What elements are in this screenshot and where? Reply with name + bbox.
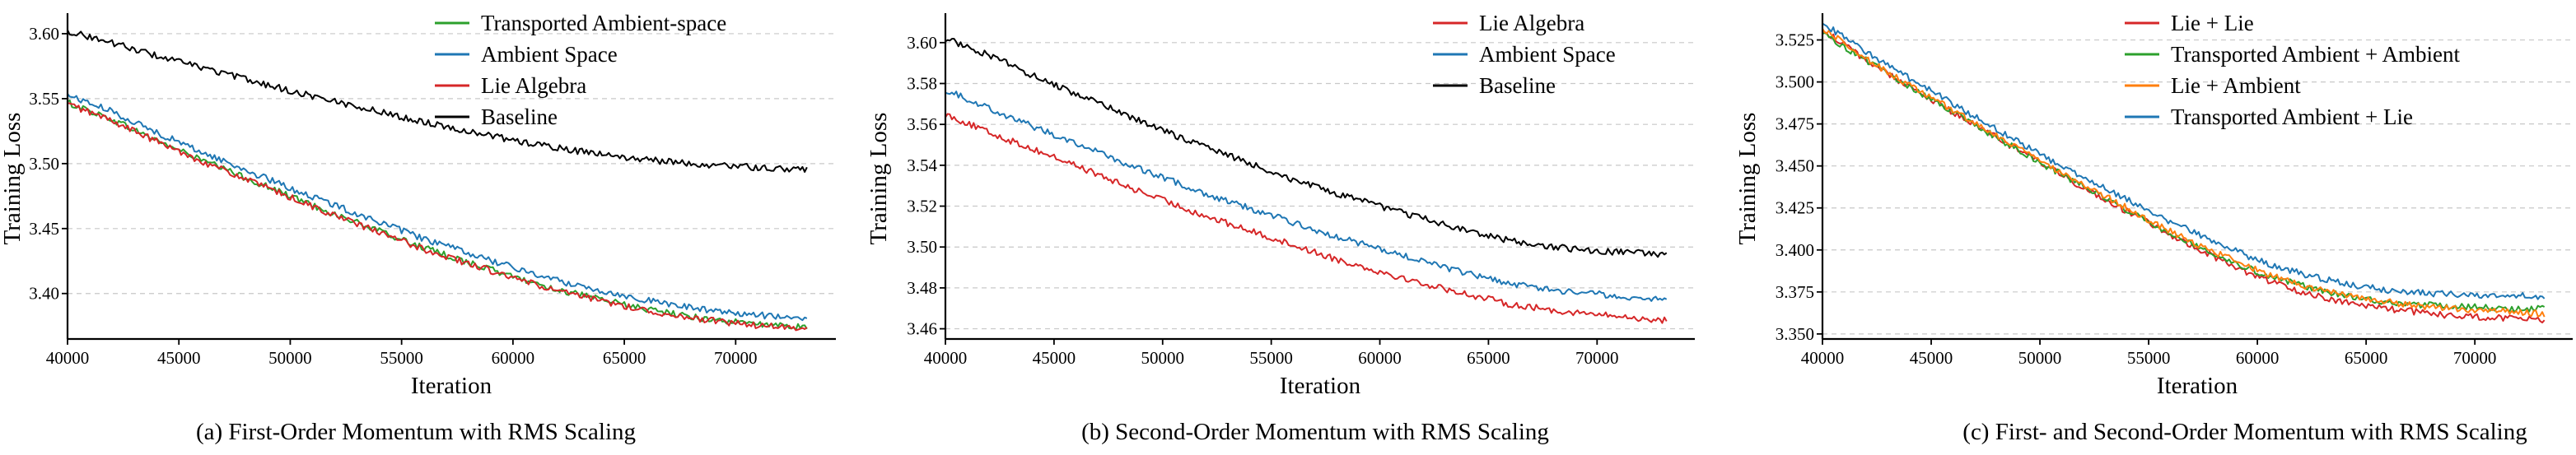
y-axis-label: Training Loss xyxy=(1734,113,1761,245)
series-lines xyxy=(945,38,1668,324)
y-tick-label: 3.58 xyxy=(907,73,937,93)
y-tick-label: 3.55 xyxy=(29,89,59,109)
legend-label: Lie + Ambient xyxy=(2171,73,2301,98)
y-tick-label: 3.60 xyxy=(907,33,937,53)
x-tick-label: 50000 xyxy=(268,348,312,368)
y-tick-label: 3.475 xyxy=(1776,114,1814,134)
y-tick-label: 3.56 xyxy=(907,114,937,134)
gridlines xyxy=(68,33,836,295)
legend-label: Lie Algebra xyxy=(1479,11,1584,35)
series-line-2 xyxy=(945,91,1668,302)
series-line-3 xyxy=(1822,28,2546,318)
axes xyxy=(1817,13,2573,345)
y-tick-label: 3.60 xyxy=(29,24,59,44)
tick-labels: 40000 45000 50000 55000 60000 65000 70000 3.40 3… xyxy=(29,24,757,368)
x-tick-label: 60000 xyxy=(1358,348,1402,368)
tick-labels: 40000 45000 50000 55000 60000 65000 70000 3.46 3… xyxy=(907,33,1618,368)
x-tick-label: 50000 xyxy=(2018,348,2062,368)
y-tick-label: 3.400 xyxy=(1776,240,1814,260)
panel-a: 40000 45000 50000 55000 60000 65000 70000 3.40 3… xyxy=(0,11,836,445)
y-axis-label: Training Loss xyxy=(0,113,26,245)
series-line-4 xyxy=(1822,22,2546,300)
legend: Transported Ambient-space Ambient Space Li… xyxy=(435,11,726,129)
x-axis-label: Iteration xyxy=(2157,373,2238,399)
x-tick-label: 45000 xyxy=(1033,348,1076,368)
panel-caption: (b) Second-Order Momentum with RMS Scali… xyxy=(1081,419,1549,445)
legend: Lie Algebra Ambient Space Baseline xyxy=(1433,11,1616,98)
x-tick-label: 55000 xyxy=(1249,348,1293,368)
y-tick-label: 3.425 xyxy=(1776,198,1814,218)
legend-label: Baseline xyxy=(1479,73,1556,98)
y-tick-label: 3.500 xyxy=(1776,72,1814,92)
y-tick-label: 3.54 xyxy=(907,156,937,175)
legend-label: Transported Ambient-space xyxy=(481,11,726,35)
y-tick-label: 3.45 xyxy=(29,219,59,239)
x-tick-label: 65000 xyxy=(2345,348,2388,368)
x-tick-label: 40000 xyxy=(924,348,968,368)
x-tick-label: 50000 xyxy=(1141,348,1185,368)
legend-label: Lie Algebra xyxy=(481,73,586,98)
gridlines xyxy=(945,42,1695,330)
x-tick-label: 40000 xyxy=(1801,348,1845,368)
series-line-3 xyxy=(67,102,808,332)
x-tick-label: 65000 xyxy=(1467,348,1510,368)
axes xyxy=(62,13,836,345)
legend-label: Transported Ambient + Ambient xyxy=(2171,42,2460,67)
series-line-2 xyxy=(67,93,808,322)
x-axis-label: Iteration xyxy=(1280,373,1361,399)
x-tick-label: 45000 xyxy=(157,348,201,368)
panel-c: 40000 45000 50000 55000 60000 65000 70000 3.350… xyxy=(1734,11,2573,445)
x-tick-label: 60000 xyxy=(492,348,535,368)
y-axis-label: Training Loss xyxy=(866,113,892,245)
panel-caption: (a) First-Order Momentum with RMS Scalin… xyxy=(196,419,636,445)
x-tick-label: 40000 xyxy=(46,348,90,368)
x-tick-label: 70000 xyxy=(714,348,758,368)
panel-caption: (c) First- and Second-Order Momentum wit… xyxy=(1962,419,2527,445)
x-axis-label: Iteration xyxy=(411,373,492,399)
x-tick-label: 70000 xyxy=(2453,348,2497,368)
y-tick-label: 3.375 xyxy=(1776,282,1814,302)
y-tick-label: 3.52 xyxy=(907,197,937,216)
legend-label: Ambient Space xyxy=(481,42,618,67)
series-line-3 xyxy=(945,38,1668,258)
series-lines xyxy=(67,30,808,332)
legend: Lie + Lie Transported Ambient + Ambient Li… xyxy=(2125,11,2460,129)
x-tick-label: 55000 xyxy=(380,348,423,368)
y-tick-label: 3.50 xyxy=(907,237,937,257)
axes xyxy=(940,13,1695,345)
x-tick-label: 55000 xyxy=(2127,348,2171,368)
y-tick-label: 3.48 xyxy=(907,278,937,298)
x-tick-label: 60000 xyxy=(2236,348,2280,368)
series-lines xyxy=(1822,22,2546,324)
y-tick-label: 3.50 xyxy=(29,154,59,174)
tick-labels: 40000 45000 50000 55000 60000 65000 70000 3.350… xyxy=(1776,30,2497,368)
series-line-4 xyxy=(67,30,808,173)
y-tick-label: 3.525 xyxy=(1776,30,1814,50)
series-line-1 xyxy=(945,113,1668,324)
legend-label: Lie + Lie xyxy=(2171,11,2254,35)
x-tick-label: 45000 xyxy=(1910,348,1953,368)
series-line-1 xyxy=(67,99,808,331)
y-tick-label: 3.46 xyxy=(907,319,937,339)
legend-label: Ambient Space xyxy=(1479,42,1616,67)
y-tick-label: 3.350 xyxy=(1776,324,1814,344)
y-tick-label: 3.450 xyxy=(1776,156,1814,176)
series-line-2 xyxy=(1822,32,2546,313)
legend-label: Transported Ambient + Lie xyxy=(2171,104,2413,129)
legend-label: Baseline xyxy=(481,104,558,129)
y-tick-label: 3.40 xyxy=(29,284,59,304)
x-tick-label: 70000 xyxy=(1575,348,1619,368)
panel-b: 40000 45000 50000 55000 60000 65000 70000 3.46 3… xyxy=(866,11,1695,445)
x-tick-label: 65000 xyxy=(603,348,646,368)
